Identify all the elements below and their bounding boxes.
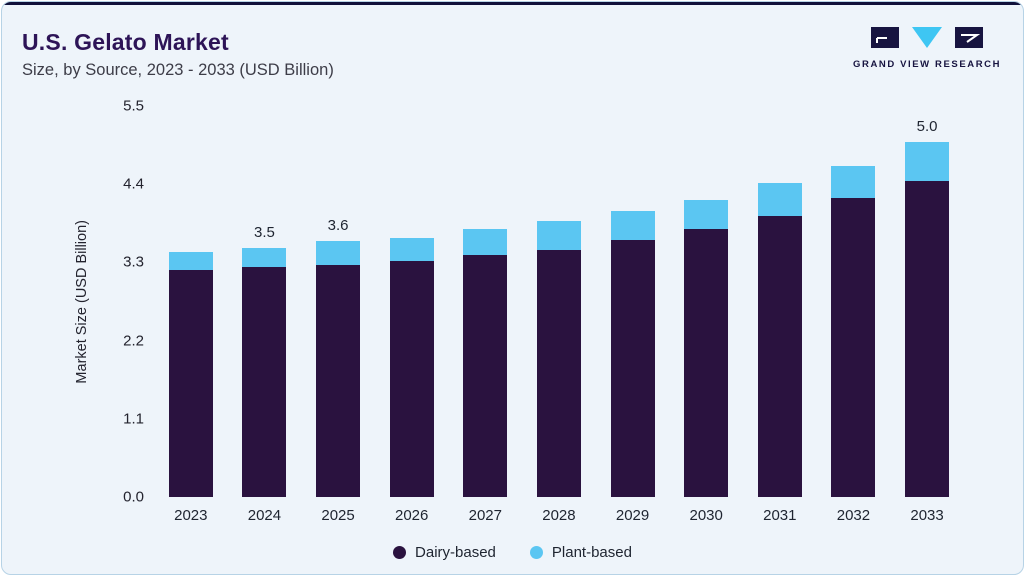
bar-column-2033: 5.0: [905, 117, 950, 497]
legend-label: Plant-based: [551, 544, 632, 561]
y-tick-label: 2.2: [123, 332, 144, 350]
x-tick-label: 2033: [910, 507, 944, 524]
y-axis-title-text: Market Size (USD Billion): [74, 219, 90, 384]
y-tick-label: 0.0: [123, 488, 144, 506]
bar-segment-dairy-based[interactable]: [389, 260, 434, 497]
x-tick-label: 2025: [321, 507, 355, 524]
bar-segment-plant-based[interactable]: [757, 182, 802, 217]
x-tick-label: 2023: [174, 507, 208, 524]
x-tick-label: 2030: [689, 507, 723, 524]
page-subtitle: Size, by Source, 2023 - 2033 (USD Billio…: [22, 61, 334, 79]
bar-total-label: 3.5: [254, 224, 275, 242]
bar-column-2024: 3.5: [242, 224, 287, 497]
bar-segment-dairy-based[interactable]: [905, 180, 950, 497]
legend-item-plant-based[interactable]: Plant-based: [529, 544, 632, 561]
bar-segment-dairy-based[interactable]: [316, 264, 361, 497]
brand-logo: GRAND VIEW RESEARCH: [853, 26, 1001, 70]
bar-segment-dairy-based[interactable]: [684, 229, 729, 497]
x-tick-label: 2032: [836, 507, 871, 524]
bar-segment-plant-based[interactable]: [316, 241, 361, 265]
x-tick-label: 2027: [468, 507, 502, 524]
bar-segment-dairy-based[interactable]: [168, 269, 213, 497]
bar-segment-plant-based[interactable]: [684, 199, 729, 229]
x-tick-label: 2031: [763, 507, 797, 524]
bar-column-2028: [536, 221, 581, 497]
bar-segment-dairy-based[interactable]: [610, 239, 655, 497]
bar-segment-dairy-based[interactable]: [463, 255, 508, 497]
bar-segment-dairy-based[interactable]: [242, 266, 287, 497]
bar-segment-plant-based[interactable]: [610, 211, 655, 240]
bar-segment-dairy-based[interactable]: [831, 198, 876, 497]
bar-column-2026: [389, 237, 434, 497]
bar-column-2032: [831, 166, 876, 497]
x-tick-label: 2024: [247, 507, 282, 524]
bar-segment-plant-based[interactable]: [389, 237, 434, 261]
bar-column-2025: 3.6: [316, 217, 361, 497]
legend-swatch: [529, 546, 543, 559]
bar-total-label: 5.0: [916, 117, 938, 135]
bar-column-2023: [168, 251, 213, 497]
y-axis-title: Market Size (USD Billion): [72, 106, 92, 497]
bar-segment-plant-based[interactable]: [831, 166, 876, 199]
brand-name: GRAND VIEW RESEARCH: [853, 59, 1002, 70]
bar-segment-plant-based[interactable]: [905, 141, 950, 181]
y-axis-ticks: 0.0 1.1 2.2 3.3 4.4 5.5: [98, 98, 144, 506]
bar-total-label: 3.6: [327, 217, 349, 235]
y-tick-label: 4.4: [123, 175, 144, 193]
plot-area: 3.5 3.6 5.0: [154, 106, 964, 497]
bar-segment-plant-based[interactable]: [168, 251, 213, 270]
y-tick-label: 3.3: [123, 253, 144, 271]
x-axis-labels: 2023 2024 2025 2026 2027 2028 2029 2030 2031 2032…: [154, 507, 964, 524]
bar-column-2031: [757, 182, 802, 497]
brand-logo-icon: [871, 27, 983, 48]
legend-swatch: [393, 546, 407, 559]
bar-segment-plant-based[interactable]: [242, 248, 287, 267]
bar-column-2030: [684, 199, 729, 497]
x-tick-label: 2029: [615, 507, 650, 524]
x-tick-label: 2026: [395, 507, 429, 524]
legend: Dairy-based Plant-based: [2, 544, 1023, 561]
legend-label: Dairy-based: [415, 544, 496, 561]
legend-item-dairy-based[interactable]: Dairy-based: [393, 544, 496, 561]
y-tick-label: 5.5: [123, 97, 144, 115]
bar-column-2027: [463, 229, 508, 497]
bar-column-2029: [610, 211, 655, 497]
bar-segment-plant-based[interactable]: [463, 229, 508, 256]
x-tick-label: 2028: [542, 507, 576, 524]
bar-segment-dairy-based[interactable]: [536, 249, 581, 497]
bar-segment-plant-based[interactable]: [536, 221, 581, 250]
top-accent-rule: [2, 2, 1023, 5]
bar-segment-dairy-based[interactable]: [757, 216, 802, 497]
y-tick-label: 1.1: [123, 410, 144, 428]
page-title: U.S. Gelato Market: [22, 29, 229, 55]
